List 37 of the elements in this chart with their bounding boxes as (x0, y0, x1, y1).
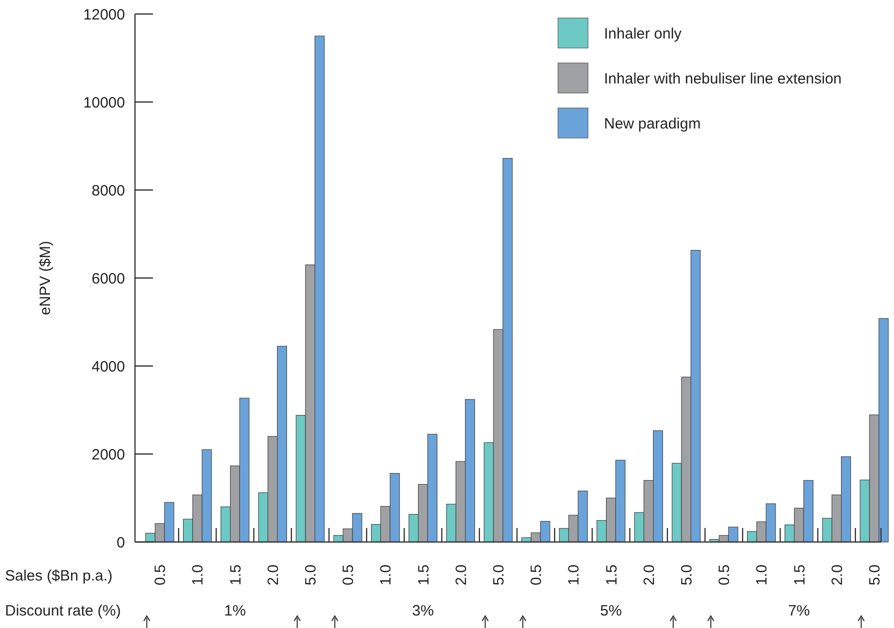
text: 1% (224, 602, 246, 620)
x-tick-label: 2.0 (264, 564, 282, 586)
text: 7% (788, 602, 810, 620)
x-tick-label: 5.0 (490, 564, 508, 586)
x-tick-label: 0.5 (152, 564, 170, 586)
x-tick-label: 1.5 (603, 564, 620, 586)
x-tick-label: 0.5 (716, 564, 734, 586)
y-tick-label: 2000 (92, 446, 125, 464)
legend-label: Inhaler with nebuliser line extension (604, 70, 842, 88)
y-axis-title: eNPV ($M) (37, 240, 54, 316)
x-tick-label: 5.0 (866, 564, 884, 586)
legend-label: New paradigm (604, 115, 701, 132)
text: 5% (600, 602, 622, 620)
x-tick-label: 5.0 (302, 564, 320, 586)
x-tick-label: 1.0 (378, 564, 395, 586)
x-tick-label: 1.0 (754, 564, 771, 586)
y-tick-label: 8000 (92, 182, 125, 200)
x-tick-label: 2.0 (828, 564, 846, 586)
x-tick-label: 2.0 (452, 564, 470, 586)
x-tick-label: 1.5 (415, 564, 432, 586)
y-tick-label: 0 (116, 534, 125, 552)
x-tick-label: 1.0 (566, 564, 583, 586)
y-tick-label: 12000 (83, 6, 125, 24)
x-tick-label: 1.5 (791, 564, 808, 586)
x-tick-label: 0.5 (528, 564, 546, 586)
x-tick-label: 2.0 (640, 564, 658, 586)
y-tick-label: 10000 (83, 94, 125, 112)
x-tick-label: 0.5 (340, 564, 358, 586)
x-tick-label: 1.0 (190, 564, 207, 586)
x-axis-title: Sales ($Bn p.a.) (5, 567, 113, 584)
y-tick-label: 6000 (92, 270, 125, 288)
text: 3% (412, 602, 434, 620)
y-tick-label: 4000 (92, 358, 125, 376)
x-tick-label: 5.0 (678, 564, 696, 586)
legend-label: Inhaler only (604, 25, 682, 42)
x-tick-label: 1.5 (227, 564, 244, 586)
text: Discount rate (%) (5, 602, 121, 620)
